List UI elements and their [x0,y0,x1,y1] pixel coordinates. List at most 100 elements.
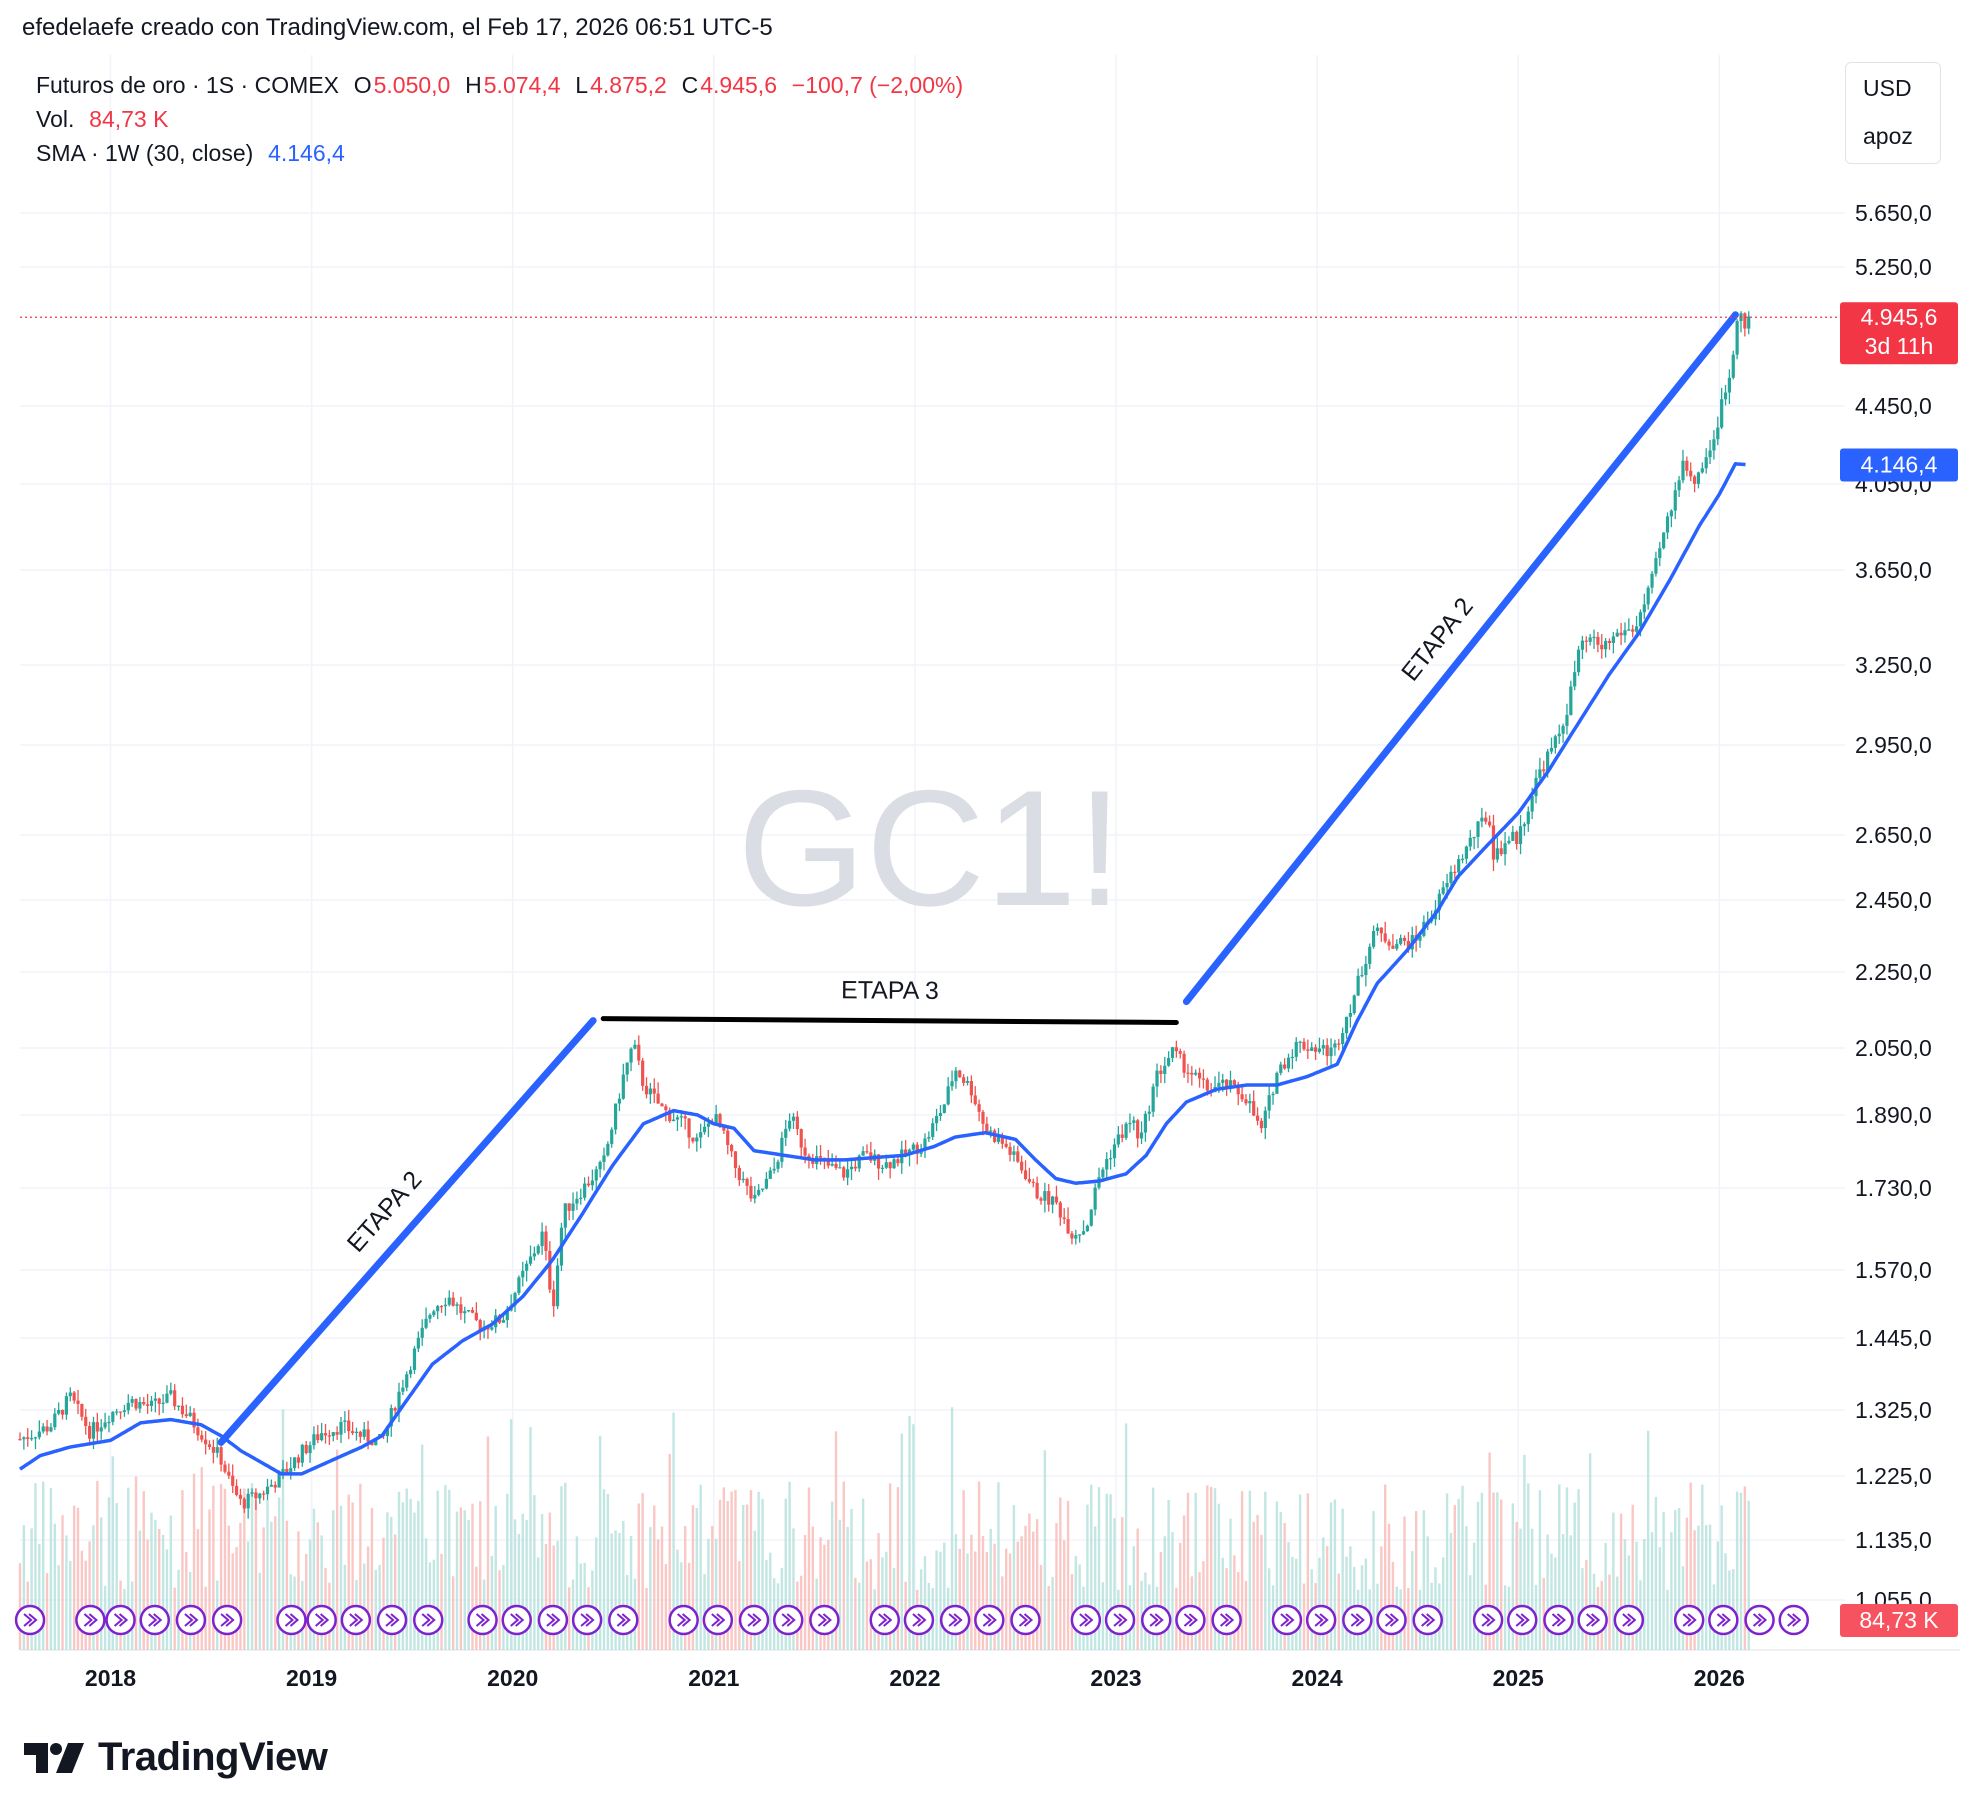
candle-body [60,1410,65,1415]
volume-bar [386,1512,389,1650]
sma-price-tag-bg [1840,448,1958,482]
event-icon[interactable] [939,1604,971,1636]
volume-bar [1209,1486,1213,1650]
event-icon[interactable] [702,1604,734,1636]
candle-body [1050,1196,1055,1205]
candle-body [103,1422,107,1428]
volume-bar [57,1565,60,1650]
event-icon[interactable] [139,1604,170,1636]
event-icon[interactable] [1577,1604,1608,1636]
event-icon[interactable] [738,1604,770,1636]
event-icon[interactable] [809,1604,840,1636]
event-icon[interactable] [1744,1604,1775,1636]
event-icon[interactable] [1211,1604,1242,1636]
event-icon[interactable] [1673,1604,1705,1636]
legend-volume-label[interactable]: Vol. [36,106,75,132]
event-icon[interactable] [412,1604,444,1636]
annotation-trendline-2[interactable] [600,1016,1179,1026]
volume-bar [1163,1536,1166,1650]
volume-tag[interactable]: 84,73 K [1840,1604,1958,1637]
event-icon[interactable] [974,1604,1005,1636]
event-icon-chevrons [878,1613,893,1627]
volume-bar [1542,1578,1545,1650]
candle-body [1263,1110,1267,1129]
event-icon[interactable] [467,1604,498,1636]
candle-body [467,1310,471,1312]
volume-bar [1445,1493,1449,1650]
candle-body [358,1431,362,1437]
sma-price-tag[interactable]: 4.146,4 [1840,448,1958,482]
scale-mode-label[interactable]: apoz [1863,123,1913,149]
event-icon[interactable] [306,1604,337,1636]
event-icon[interactable] [1305,1604,1337,1636]
candle-body [1205,1079,1209,1091]
event-icon[interactable] [772,1604,804,1636]
candle-body [1696,472,1701,484]
volume-bar [374,1569,378,1650]
candle-body [84,1416,88,1427]
current-price-tag[interactable]: 4.945,6 3d 11h [1840,302,1958,365]
event-icon[interactable] [1175,1604,1206,1636]
volume-bar [1140,1580,1143,1650]
candle-body [1720,399,1724,428]
event-icon[interactable] [1070,1604,1102,1636]
candle-body [304,1444,308,1454]
candle-body [977,1104,981,1112]
tradingview-logo[interactable]: TradingView [24,1735,328,1780]
event-icon[interactable] [571,1604,603,1636]
event-icon[interactable] [501,1604,532,1636]
candle-body [1244,1099,1248,1104]
event-icon[interactable] [376,1604,408,1636]
volume-bar [100,1517,103,1650]
event-icon[interactable] [1778,1604,1809,1636]
event-icon[interactable] [1010,1604,1041,1636]
legend-sma-label[interactable]: SMA · 1W (30, close) [36,140,254,166]
event-icon[interactable] [537,1604,569,1636]
event-icon[interactable] [1472,1604,1504,1636]
legend-open-label: O [353,72,372,98]
volume-bar [792,1528,795,1650]
volume-bar [726,1500,729,1650]
event-icon[interactable] [903,1604,935,1636]
event-icon[interactable] [14,1604,46,1636]
event-icon[interactable] [1140,1604,1172,1636]
candle-body [660,1103,664,1107]
event-icon[interactable] [1507,1604,1538,1636]
event-icon[interactable] [1376,1604,1407,1636]
event-icon[interactable] [1708,1604,1739,1636]
candle-body [312,1434,316,1446]
volume-bar [939,1551,942,1650]
candle-body [1588,637,1592,642]
volume-bar [1248,1490,1252,1650]
volume-bar [281,1409,285,1650]
volume-bar [409,1498,412,1650]
event-icon[interactable] [75,1604,106,1636]
annotation-trendline-1[interactable] [217,1017,597,1446]
event-icon[interactable] [869,1604,901,1636]
volume-bar [653,1505,656,1650]
volume-bar [1414,1511,1418,1650]
event-icon[interactable] [1613,1604,1645,1636]
event-icon[interactable] [668,1604,699,1636]
event-icon[interactable] [105,1604,136,1636]
event-icon[interactable] [211,1604,243,1636]
candle-body [412,1348,417,1370]
candle-body [1116,1134,1120,1145]
event-icon[interactable] [340,1604,372,1636]
currency-label[interactable]: USD [1863,75,1912,101]
event-icon[interactable] [1104,1604,1136,1636]
legend-symbol[interactable]: Futuros de oro · 1S · COMEX [36,72,339,98]
event-icon[interactable] [608,1604,639,1636]
event-icon[interactable] [1342,1604,1373,1636]
volume-bar [192,1473,196,1650]
candle-body [1344,1016,1349,1034]
event-icon[interactable] [1412,1604,1443,1636]
event-icon[interactable] [175,1604,207,1636]
currency-unit-box[interactable]: USD apoz [1845,62,1941,164]
event-icon[interactable] [276,1604,307,1636]
event-icon[interactable] [1271,1604,1303,1636]
event-icon[interactable] [1543,1604,1574,1636]
annotation-trendline-3[interactable] [1182,311,1739,1006]
candle-body [706,1123,710,1127]
